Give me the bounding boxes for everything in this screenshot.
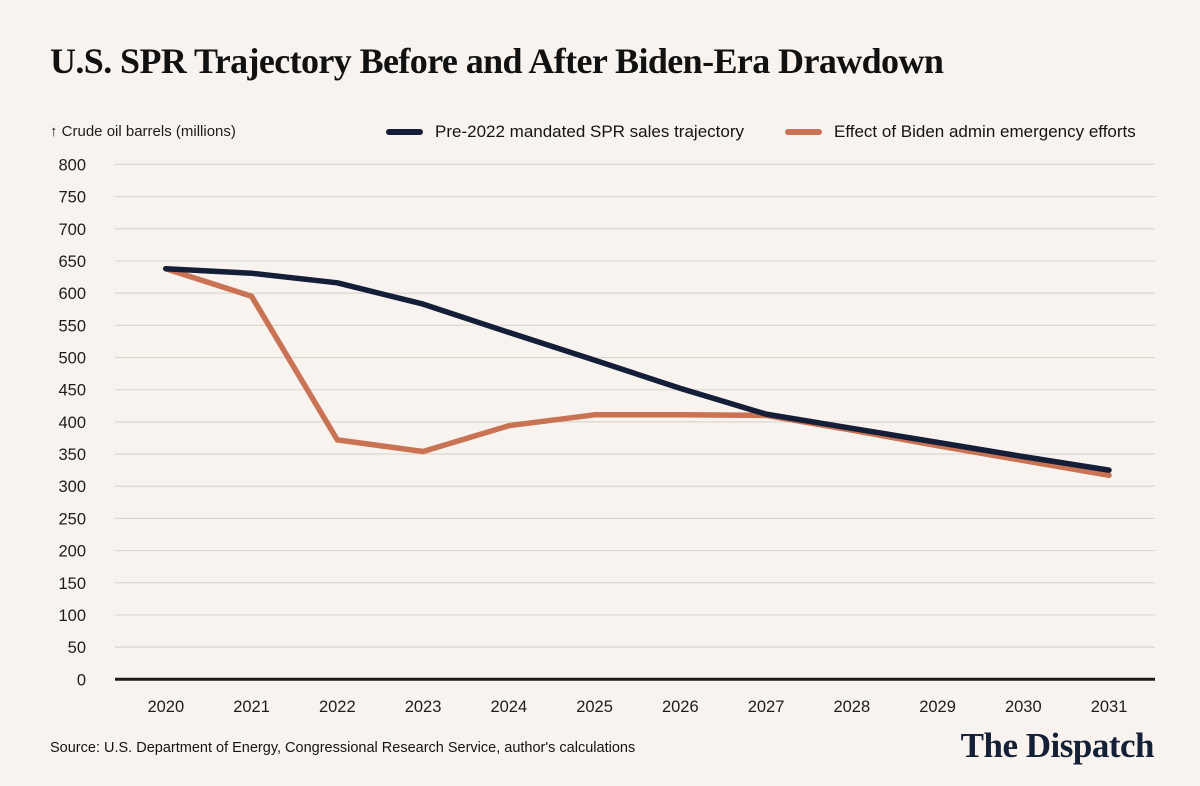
svg-text:2020: 2020	[147, 698, 184, 716]
svg-text:300: 300	[58, 478, 86, 496]
svg-text:2026: 2026	[662, 698, 699, 716]
svg-text:400: 400	[58, 414, 86, 432]
svg-text:250: 250	[58, 510, 86, 528]
svg-text:650: 650	[58, 253, 86, 271]
up-arrow-icon: ↑	[50, 123, 58, 140]
y-axis-unit-text: Crude oil barrels (millions)	[61, 123, 236, 140]
svg-text:100: 100	[58, 607, 86, 625]
svg-text:2021: 2021	[233, 698, 270, 716]
svg-text:2030: 2030	[1005, 698, 1042, 716]
svg-text:50: 50	[68, 639, 86, 657]
svg-text:2024: 2024	[490, 698, 527, 716]
svg-text:2031: 2031	[1091, 698, 1128, 716]
svg-text:600: 600	[58, 285, 86, 303]
navy-line-swatch-icon	[386, 129, 423, 135]
legend-label: Effect of Biden admin emergency efforts	[834, 122, 1136, 141]
svg-text:500: 500	[58, 349, 86, 367]
legend-label: Pre-2022 mandated SPR sales trajectory	[435, 122, 744, 141]
page-title: U.S. SPR Trajectory Before and After Bid…	[50, 41, 944, 81]
svg-text:2027: 2027	[748, 698, 785, 716]
svg-text:2028: 2028	[833, 698, 870, 716]
svg-text:200: 200	[58, 543, 86, 561]
svg-text:150: 150	[58, 575, 86, 593]
svg-text:750: 750	[58, 189, 86, 207]
source-note: Source: U.S. Department of Energy, Congr…	[50, 740, 636, 756]
svg-text:0: 0	[77, 671, 86, 689]
legend-item-pre2022: Pre-2022 mandated SPR sales trajectory	[386, 122, 744, 142]
y-axis-unit-label: ↑ Crude oil barrels (millions)	[50, 123, 236, 140]
svg-text:450: 450	[58, 382, 86, 400]
orange-line-swatch-icon	[785, 129, 822, 135]
dispatch-logo: The Dispatch	[960, 726, 1155, 765]
svg-text:2023: 2023	[405, 698, 442, 716]
svg-text:350: 350	[58, 446, 86, 464]
svg-text:550: 550	[58, 317, 86, 335]
legend-item-biden-efforts: Effect of Biden admin emergency efforts	[785, 122, 1136, 142]
svg-text:2029: 2029	[919, 698, 956, 716]
svg-text:700: 700	[58, 221, 86, 239]
svg-text:800: 800	[58, 156, 86, 174]
svg-text:2025: 2025	[576, 698, 613, 716]
svg-text:2022: 2022	[319, 698, 356, 716]
